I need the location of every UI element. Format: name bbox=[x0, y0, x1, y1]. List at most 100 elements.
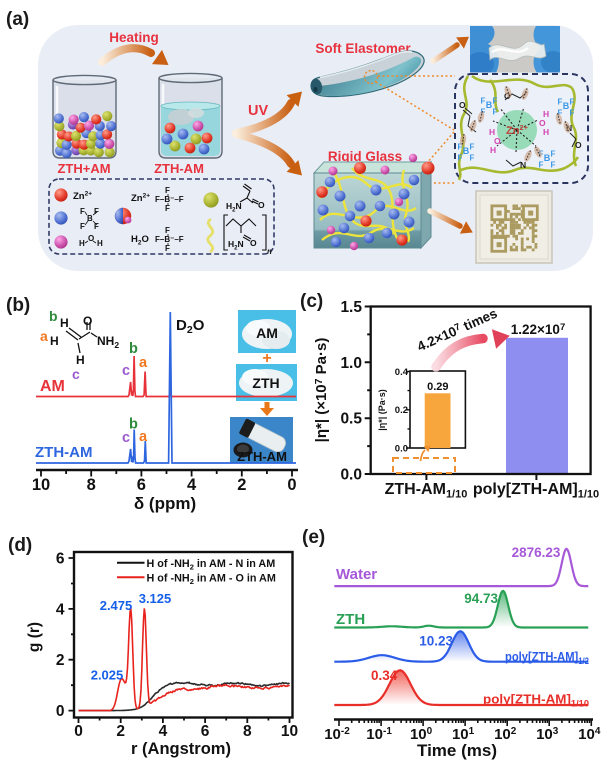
svg-text:F: F bbox=[539, 161, 544, 170]
svg-text:103: 103 bbox=[536, 726, 559, 743]
svg-text:4: 4 bbox=[187, 476, 197, 494]
svg-text:b: b bbox=[129, 341, 138, 357]
svg-text:ZTH+AM: ZTH+AM bbox=[57, 161, 110, 176]
svg-text:F: F bbox=[80, 207, 85, 216]
svg-text:F: F bbox=[493, 97, 498, 106]
svg-text:O: O bbox=[258, 200, 265, 210]
svg-text:0.0: 0.0 bbox=[395, 444, 408, 455]
svg-text:NH2: NH2 bbox=[97, 334, 119, 350]
svg-text:b: b bbox=[49, 308, 58, 324]
svg-text:H: H bbox=[543, 109, 549, 119]
svg-text:6: 6 bbox=[137, 476, 146, 494]
svg-text:Soft Elastomer: Soft Elastomer bbox=[315, 41, 411, 56]
svg-text:F: F bbox=[165, 204, 170, 213]
svg-text:10.23: 10.23 bbox=[419, 634, 453, 649]
svg-text:6: 6 bbox=[201, 723, 210, 740]
svg-text:AM: AM bbox=[40, 378, 65, 395]
svg-text:c: c bbox=[122, 363, 130, 379]
svg-text:102: 102 bbox=[494, 726, 517, 743]
svg-text:F: F bbox=[94, 222, 99, 231]
svg-text:N: N bbox=[520, 160, 526, 170]
svg-text:4: 4 bbox=[56, 601, 65, 618]
svg-text:F: F bbox=[470, 143, 475, 152]
svg-text:2.025: 2.025 bbox=[91, 668, 124, 683]
svg-text:0: 0 bbox=[56, 703, 65, 720]
svg-text:a: a bbox=[139, 355, 148, 371]
svg-text:H: H bbox=[97, 239, 103, 248]
svg-text:10: 10 bbox=[32, 476, 50, 494]
svg-text:F–B⁻–F: F–B⁻–F bbox=[155, 195, 184, 204]
svg-text:O: O bbox=[83, 314, 92, 328]
svg-text:H: H bbox=[79, 239, 85, 248]
svg-text:(d): (d) bbox=[8, 535, 32, 556]
svg-text:1.5: 1.5 bbox=[340, 299, 362, 316]
svg-text:ZTH: ZTH bbox=[252, 375, 279, 391]
svg-text:0.29: 0.29 bbox=[427, 381, 448, 393]
svg-text:(e): (e) bbox=[302, 527, 325, 548]
svg-text:0.4: 0.4 bbox=[395, 367, 409, 378]
svg-text:F: F bbox=[458, 154, 463, 163]
svg-text:ZTH-AM: ZTH-AM bbox=[237, 449, 287, 464]
svg-text:B: B bbox=[486, 100, 493, 110]
svg-text:104: 104 bbox=[578, 726, 601, 743]
svg-text:8: 8 bbox=[243, 723, 252, 740]
svg-text:F: F bbox=[165, 186, 170, 195]
svg-text:H: H bbox=[543, 127, 549, 137]
svg-text:D2O: D2O bbox=[176, 317, 205, 336]
svg-text:(c): (c) bbox=[300, 291, 323, 312]
svg-text:O: O bbox=[539, 118, 546, 128]
svg-text:Rigid Glass: Rigid Glass bbox=[328, 149, 402, 164]
svg-text:O: O bbox=[459, 100, 466, 110]
svg-text:ZTH-AM1/10: ZTH-AM1/10 bbox=[385, 481, 468, 501]
svg-text:0: 0 bbox=[74, 723, 83, 740]
svg-text:2876.23: 2876.23 bbox=[512, 545, 561, 560]
svg-text:c: c bbox=[122, 430, 130, 446]
svg-text:B: B bbox=[87, 214, 93, 223]
svg-text:F: F bbox=[570, 98, 575, 107]
svg-text:0: 0 bbox=[287, 476, 296, 494]
svg-text:F: F bbox=[558, 98, 563, 107]
svg-text:a: a bbox=[40, 328, 48, 344]
svg-text:F: F bbox=[481, 97, 486, 106]
svg-text:(b): (b) bbox=[6, 295, 30, 316]
svg-text:(a): (a) bbox=[6, 9, 29, 30]
svg-text:c: c bbox=[72, 366, 80, 382]
svg-text:H2O: H2O bbox=[131, 234, 149, 247]
svg-text:H2N: H2N bbox=[228, 239, 244, 252]
svg-text:2: 2 bbox=[116, 723, 125, 740]
svg-text:H2N: H2N bbox=[226, 201, 242, 214]
svg-text:0.2: 0.2 bbox=[395, 405, 408, 416]
svg-text:F: F bbox=[80, 222, 85, 231]
svg-text:H: H bbox=[60, 316, 69, 330]
svg-text:b: b bbox=[129, 417, 138, 433]
svg-text:O: O bbox=[575, 140, 582, 150]
svg-text:F–B⁻–F: F–B⁻–F bbox=[155, 235, 184, 244]
svg-text:δ (ppm): δ (ppm) bbox=[134, 494, 196, 513]
svg-text:0.5: 0.5 bbox=[340, 411, 362, 428]
svg-text:UV: UV bbox=[248, 103, 268, 119]
svg-text:H: H bbox=[490, 145, 496, 155]
svg-text:poly[ZTH-AM]1/10: poly[ZTH-AM]1/10 bbox=[483, 692, 589, 709]
svg-text:3.125: 3.125 bbox=[139, 591, 172, 606]
svg-text:B: B bbox=[563, 101, 570, 111]
svg-text:O: O bbox=[494, 136, 501, 146]
svg-text:F: F bbox=[458, 143, 463, 152]
svg-text:F: F bbox=[94, 207, 99, 216]
svg-text:H of -NH2 in AM - N in AM: H of -NH2 in AM - N in AM bbox=[147, 558, 276, 572]
svg-text:poly[ZTH-AM]1/10: poly[ZTH-AM]1/10 bbox=[473, 481, 599, 501]
svg-text:10-2: 10-2 bbox=[324, 726, 350, 743]
svg-text:+: + bbox=[262, 350, 271, 367]
svg-text:94.73: 94.73 bbox=[464, 591, 498, 606]
svg-text:8: 8 bbox=[87, 476, 96, 494]
svg-text:2: 2 bbox=[56, 652, 65, 669]
svg-text:poly[ZTH-AM]1/2: poly[ZTH-AM]1/2 bbox=[505, 649, 589, 666]
svg-text:O: O bbox=[250, 238, 257, 248]
svg-text:F: F bbox=[470, 154, 475, 163]
svg-text:Water: Water bbox=[336, 566, 377, 583]
svg-text:10: 10 bbox=[281, 723, 298, 740]
svg-text:H: H bbox=[489, 127, 495, 137]
svg-text:ZTH: ZTH bbox=[336, 611, 365, 628]
svg-text:a: a bbox=[139, 429, 148, 445]
svg-text:ZTH-AM: ZTH-AM bbox=[154, 161, 204, 176]
svg-text:F: F bbox=[493, 108, 498, 117]
